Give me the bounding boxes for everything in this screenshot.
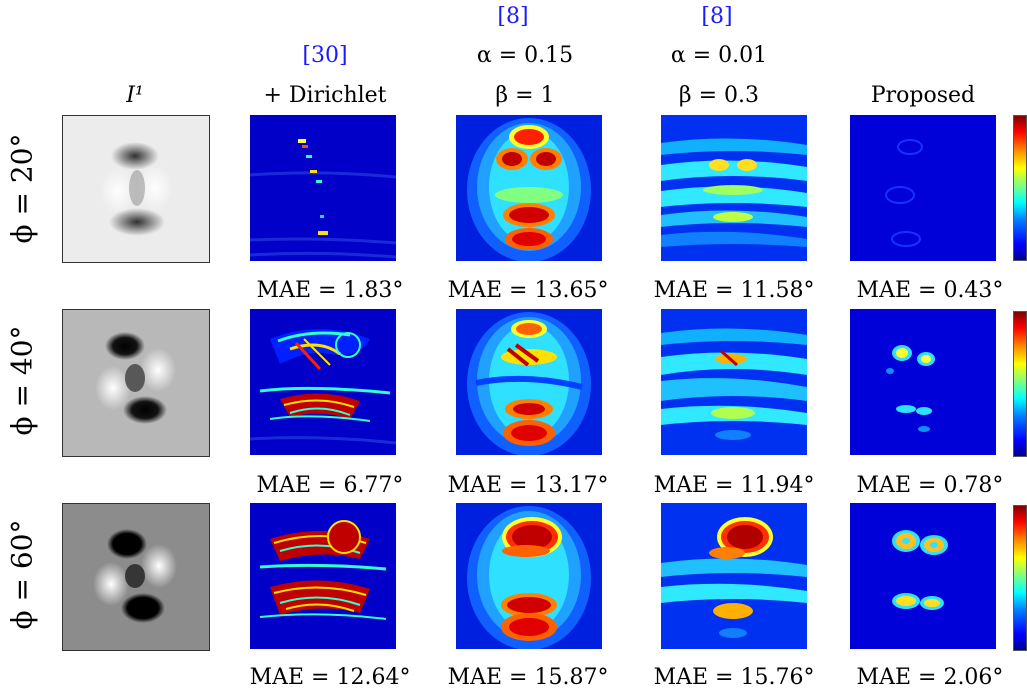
- mae-ref30-phi60: MAE = 12.64°: [249, 665, 411, 690]
- col1-title: I¹: [126, 83, 144, 108]
- input-image-phi60: [62, 503, 210, 651]
- col4-citation[interactable]: [8]: [701, 4, 733, 29]
- mae-ref8b-phi20: MAE = 11.58°: [653, 278, 815, 303]
- mae-proposed-phi60: MAE = 2.06°: [856, 665, 1004, 690]
- col2-dirichlet: + Dirichlet: [263, 83, 387, 108]
- mae-ref30-phi20: MAE = 1.83°: [256, 278, 404, 303]
- mae-ref8b-phi40: MAE = 11.94°: [653, 473, 815, 498]
- result-proposed-phi40: [850, 309, 996, 455]
- result-ref8b-phi60: [661, 503, 807, 649]
- result-proposed-phi20: [850, 115, 996, 261]
- col3-citation[interactable]: [8]: [497, 4, 529, 29]
- result-ref8a-phi40: [456, 309, 602, 455]
- col4-beta: β = 0.3: [678, 83, 760, 108]
- row-label-60: ϕ = 60°: [5, 519, 39, 630]
- mae-ref8a-phi60: MAE = 15.87°: [447, 665, 609, 690]
- result-ref8a-phi60: [456, 503, 602, 649]
- col5-proposed: Proposed: [870, 83, 976, 108]
- result-ref8b-phi20: [661, 115, 807, 261]
- mae-ref30-phi40: MAE = 6.77°: [256, 473, 404, 498]
- row-label-40: ϕ = 40°: [5, 325, 39, 436]
- colorbar-row2: [1013, 311, 1027, 457]
- result-ref8a-phi20: [456, 115, 602, 261]
- colorbar-row1: [1013, 115, 1027, 261]
- input-image-phi20: [62, 115, 210, 263]
- result-ref30-phi20: [250, 115, 396, 261]
- col3-beta: β = 1: [495, 83, 555, 108]
- mae-proposed-phi40: MAE = 0.78°: [856, 473, 1004, 498]
- col4-alpha: α = 0.01: [670, 43, 768, 68]
- col3-alpha: α = 0.15: [476, 43, 574, 68]
- result-proposed-phi60: [850, 503, 996, 649]
- mae-proposed-phi20: MAE = 0.43°: [856, 278, 1004, 303]
- colorbar-row3: [1013, 505, 1027, 651]
- mae-ref8a-phi40: MAE = 13.17°: [447, 473, 609, 498]
- mae-ref8a-phi20: MAE = 13.65°: [447, 278, 609, 303]
- row-label-20: ϕ = 20°: [5, 133, 39, 244]
- input-image-phi40: [62, 309, 210, 457]
- result-ref8b-phi40: [661, 309, 807, 455]
- result-ref30-phi60: [250, 503, 396, 649]
- col2-citation[interactable]: [30]: [302, 43, 348, 68]
- mae-ref8b-phi60: MAE = 15.76°: [653, 665, 815, 690]
- result-ref30-phi40: [250, 309, 396, 455]
